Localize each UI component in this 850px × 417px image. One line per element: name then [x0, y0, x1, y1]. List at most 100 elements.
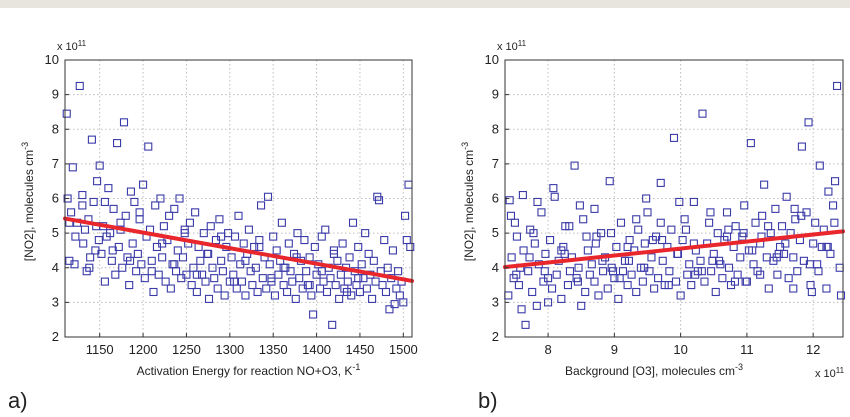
data-point — [521, 320, 530, 329]
data-point — [640, 239, 649, 248]
y-tick-label: 8 — [52, 121, 59, 136]
data-point — [135, 215, 144, 224]
data-point — [257, 201, 266, 210]
data-point — [836, 291, 846, 300]
data-point — [774, 249, 783, 258]
data-point — [100, 197, 109, 207]
data-point — [594, 291, 603, 300]
data-point — [746, 139, 755, 148]
x-tick-label: 9 — [611, 342, 618, 357]
data-point — [262, 284, 271, 293]
y-axis-label: [NO2], molecules cm-3 — [20, 142, 36, 261]
data-point — [758, 211, 767, 220]
data-point — [106, 229, 115, 238]
data-point — [111, 270, 120, 279]
data-point — [624, 256, 633, 265]
data-point — [156, 194, 165, 203]
data-point — [724, 263, 734, 272]
y-tick-label: 3 — [492, 294, 499, 309]
data-point — [603, 284, 612, 293]
data-point — [161, 277, 170, 286]
data-point — [192, 287, 201, 297]
data-point — [255, 242, 264, 252]
data-point — [512, 232, 521, 241]
data-point — [291, 294, 300, 303]
data-point — [577, 301, 586, 310]
data-point — [67, 208, 76, 217]
data-point — [132, 267, 141, 276]
data-point — [68, 163, 77, 172]
data-point — [658, 256, 667, 265]
data-point — [227, 253, 236, 262]
x-tick-label: 1500 — [389, 342, 418, 357]
x-tick-label: 12 — [806, 342, 820, 357]
data-point — [739, 229, 748, 238]
panel-label-a: a) — [8, 388, 28, 413]
data-point — [518, 190, 527, 200]
data-point — [118, 263, 127, 272]
data-point — [234, 211, 243, 220]
data-point — [638, 277, 647, 286]
data-point — [748, 246, 757, 255]
data-point — [139, 180, 148, 189]
data-point — [144, 142, 153, 151]
data-point — [354, 274, 363, 283]
data-point — [175, 194, 184, 203]
y-tick-label: 5 — [492, 225, 499, 240]
data-point — [342, 287, 351, 297]
data-point — [322, 287, 332, 297]
data-point — [210, 274, 219, 283]
x-tick-label: 1250 — [172, 342, 201, 357]
data-point — [681, 225, 690, 234]
chart-panel-b: 2 3 4 5 6 7 8 9 10 8 9 10 11 12 x 1011 x 1011 Background… — [460, 39, 846, 380]
data-point — [374, 196, 384, 205]
data-point — [62, 109, 71, 118]
data-point — [809, 239, 818, 248]
data-point — [632, 287, 641, 297]
data-point — [552, 270, 561, 279]
data-point — [711, 287, 720, 297]
data-point — [307, 291, 316, 300]
data-point — [113, 139, 122, 148]
data-point — [158, 239, 167, 248]
data-point — [336, 270, 345, 279]
data-point — [380, 236, 389, 245]
data-point — [354, 242, 363, 252]
data-point — [634, 225, 643, 234]
data-point — [612, 242, 621, 252]
data-point — [215, 215, 224, 224]
data-point — [689, 197, 698, 207]
data-point — [781, 239, 790, 248]
data-point — [587, 260, 596, 269]
y-tick-label: 10 — [485, 52, 499, 67]
data-point — [295, 274, 304, 283]
data-point — [267, 274, 276, 283]
data-point — [401, 211, 410, 220]
data-point — [560, 249, 569, 258]
data-point — [784, 274, 793, 283]
data-point — [740, 201, 749, 210]
data-point — [206, 222, 215, 231]
data-point — [97, 249, 106, 258]
data-point — [338, 239, 347, 248]
data-point — [667, 225, 676, 234]
y-tick-label: 9 — [492, 87, 499, 102]
y-tick-label: 9 — [52, 87, 59, 102]
data-point — [230, 232, 240, 241]
data-point — [707, 267, 716, 276]
panel-label-b: b) — [478, 388, 498, 413]
data-point — [328, 320, 337, 329]
data-point — [669, 133, 679, 142]
data-point — [570, 161, 579, 170]
data-point — [170, 204, 179, 213]
data-point — [698, 109, 707, 118]
data-point — [95, 161, 104, 170]
y-tick-label: 7 — [492, 156, 499, 171]
x-tick-label: 10 — [673, 342, 687, 357]
data-point — [71, 232, 80, 241]
data-point — [675, 197, 684, 207]
data-point — [678, 236, 687, 245]
y-tick-label: 4 — [492, 260, 499, 275]
data-point — [279, 263, 288, 272]
data-point — [546, 236, 555, 245]
